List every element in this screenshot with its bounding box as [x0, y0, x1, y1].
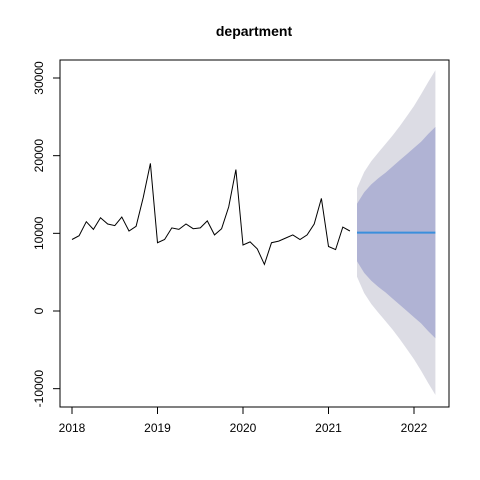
y-axis: -10000 0 10000 20000 30000: [32, 61, 61, 408]
x-axis: 2018 2019 2020 2021 2022: [59, 406, 428, 435]
x-tick-label: 2022: [401, 421, 428, 435]
x-tick-label: 2020: [230, 421, 257, 435]
series-lines: [71, 163, 436, 266]
x-tick-label: 2018: [59, 421, 86, 435]
y-tick-label: 10000: [32, 216, 46, 250]
y-tick-label: 0: [32, 307, 46, 314]
y-tick-label: -10000: [32, 370, 46, 408]
x-tick-label: 2019: [144, 421, 171, 435]
y-tick-label: 20000: [32, 139, 46, 173]
y-tick-label: 30000: [32, 61, 46, 95]
x-tick-label: 2021: [315, 421, 342, 435]
observed-series-line: [71, 163, 351, 266]
chart-title: department: [216, 23, 293, 39]
